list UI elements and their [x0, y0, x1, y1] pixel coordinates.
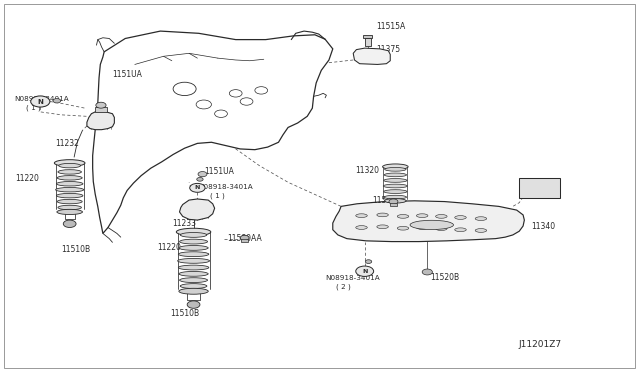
Ellipse shape	[179, 288, 208, 294]
Ellipse shape	[58, 205, 81, 210]
Polygon shape	[87, 112, 115, 130]
Ellipse shape	[385, 199, 406, 203]
Ellipse shape	[455, 228, 467, 232]
Ellipse shape	[57, 176, 82, 180]
Ellipse shape	[455, 216, 467, 219]
Ellipse shape	[417, 214, 428, 218]
Polygon shape	[179, 199, 214, 220]
Circle shape	[96, 102, 106, 108]
Ellipse shape	[397, 227, 409, 230]
Text: 11320: 11320	[355, 166, 379, 175]
Text: 11580AA: 11580AA	[227, 234, 262, 243]
Text: ( 2 ): ( 2 )	[336, 283, 351, 290]
Ellipse shape	[475, 217, 486, 221]
Text: N08918-3401A: N08918-3401A	[325, 275, 380, 281]
Circle shape	[63, 220, 76, 228]
Text: 11375: 11375	[376, 45, 401, 54]
Text: N: N	[195, 185, 200, 190]
Circle shape	[31, 96, 50, 107]
Circle shape	[389, 199, 398, 204]
Circle shape	[189, 183, 205, 192]
Ellipse shape	[180, 278, 207, 283]
FancyBboxPatch shape	[519, 178, 560, 198]
Bar	[95, 108, 107, 112]
Ellipse shape	[54, 160, 85, 166]
Ellipse shape	[384, 179, 407, 182]
Ellipse shape	[397, 215, 409, 218]
Ellipse shape	[377, 213, 388, 217]
Text: N08918-3401A: N08918-3401A	[198, 184, 253, 190]
Ellipse shape	[356, 226, 367, 230]
Circle shape	[53, 99, 61, 103]
Ellipse shape	[57, 199, 82, 204]
Ellipse shape	[177, 259, 209, 263]
Circle shape	[187, 301, 200, 308]
Circle shape	[196, 177, 203, 181]
Bar	[390, 203, 397, 206]
Text: 1151UA: 1151UA	[113, 70, 142, 79]
Ellipse shape	[179, 252, 209, 257]
Ellipse shape	[475, 229, 486, 232]
Ellipse shape	[56, 193, 83, 198]
Bar	[364, 35, 372, 38]
Ellipse shape	[59, 163, 81, 168]
Circle shape	[356, 266, 374, 276]
Circle shape	[365, 260, 372, 263]
Ellipse shape	[176, 228, 211, 235]
Polygon shape	[333, 201, 524, 241]
Bar	[241, 239, 248, 242]
Ellipse shape	[384, 190, 407, 193]
Ellipse shape	[384, 195, 406, 199]
Text: 11510B: 11510B	[61, 244, 90, 253]
Bar	[365, 38, 371, 46]
Text: ( 1 ): ( 1 )	[210, 192, 225, 199]
Text: N: N	[37, 99, 44, 105]
Circle shape	[240, 235, 249, 240]
Text: 11510B: 11510B	[170, 310, 199, 318]
Text: ( 1 ): ( 1 )	[26, 105, 41, 112]
Ellipse shape	[384, 173, 406, 177]
Text: 11340: 11340	[531, 222, 555, 231]
Ellipse shape	[383, 164, 408, 170]
Ellipse shape	[57, 209, 83, 215]
Text: J11201Z7: J11201Z7	[518, 340, 561, 349]
Text: 11515A: 11515A	[376, 22, 406, 31]
Ellipse shape	[383, 184, 408, 188]
Ellipse shape	[180, 239, 207, 244]
Ellipse shape	[180, 232, 207, 237]
Ellipse shape	[179, 246, 208, 250]
Text: 11233: 11233	[172, 219, 196, 228]
Ellipse shape	[436, 227, 447, 231]
Text: N: N	[362, 269, 367, 274]
Ellipse shape	[56, 182, 83, 186]
Ellipse shape	[436, 215, 447, 218]
Ellipse shape	[179, 272, 208, 276]
Ellipse shape	[385, 167, 406, 171]
Ellipse shape	[377, 225, 388, 229]
Text: 11375+A: 11375+A	[524, 179, 560, 187]
Circle shape	[198, 171, 207, 177]
Circle shape	[422, 269, 433, 275]
Ellipse shape	[179, 265, 209, 270]
Text: 11232: 11232	[55, 139, 79, 148]
Ellipse shape	[410, 220, 454, 230]
Polygon shape	[93, 31, 333, 234]
Text: 11220: 11220	[15, 174, 38, 183]
Ellipse shape	[56, 187, 84, 192]
Text: 11580A: 11580A	[372, 196, 402, 205]
Text: 1151UA: 1151UA	[204, 167, 234, 176]
Ellipse shape	[180, 284, 207, 288]
Text: N08918-3401A: N08918-3401A	[15, 96, 70, 102]
Polygon shape	[353, 48, 390, 64]
Text: 11520B: 11520B	[430, 273, 459, 282]
Text: 11220: 11220	[157, 243, 181, 251]
Ellipse shape	[356, 214, 367, 218]
Ellipse shape	[58, 170, 81, 174]
Ellipse shape	[417, 226, 428, 230]
